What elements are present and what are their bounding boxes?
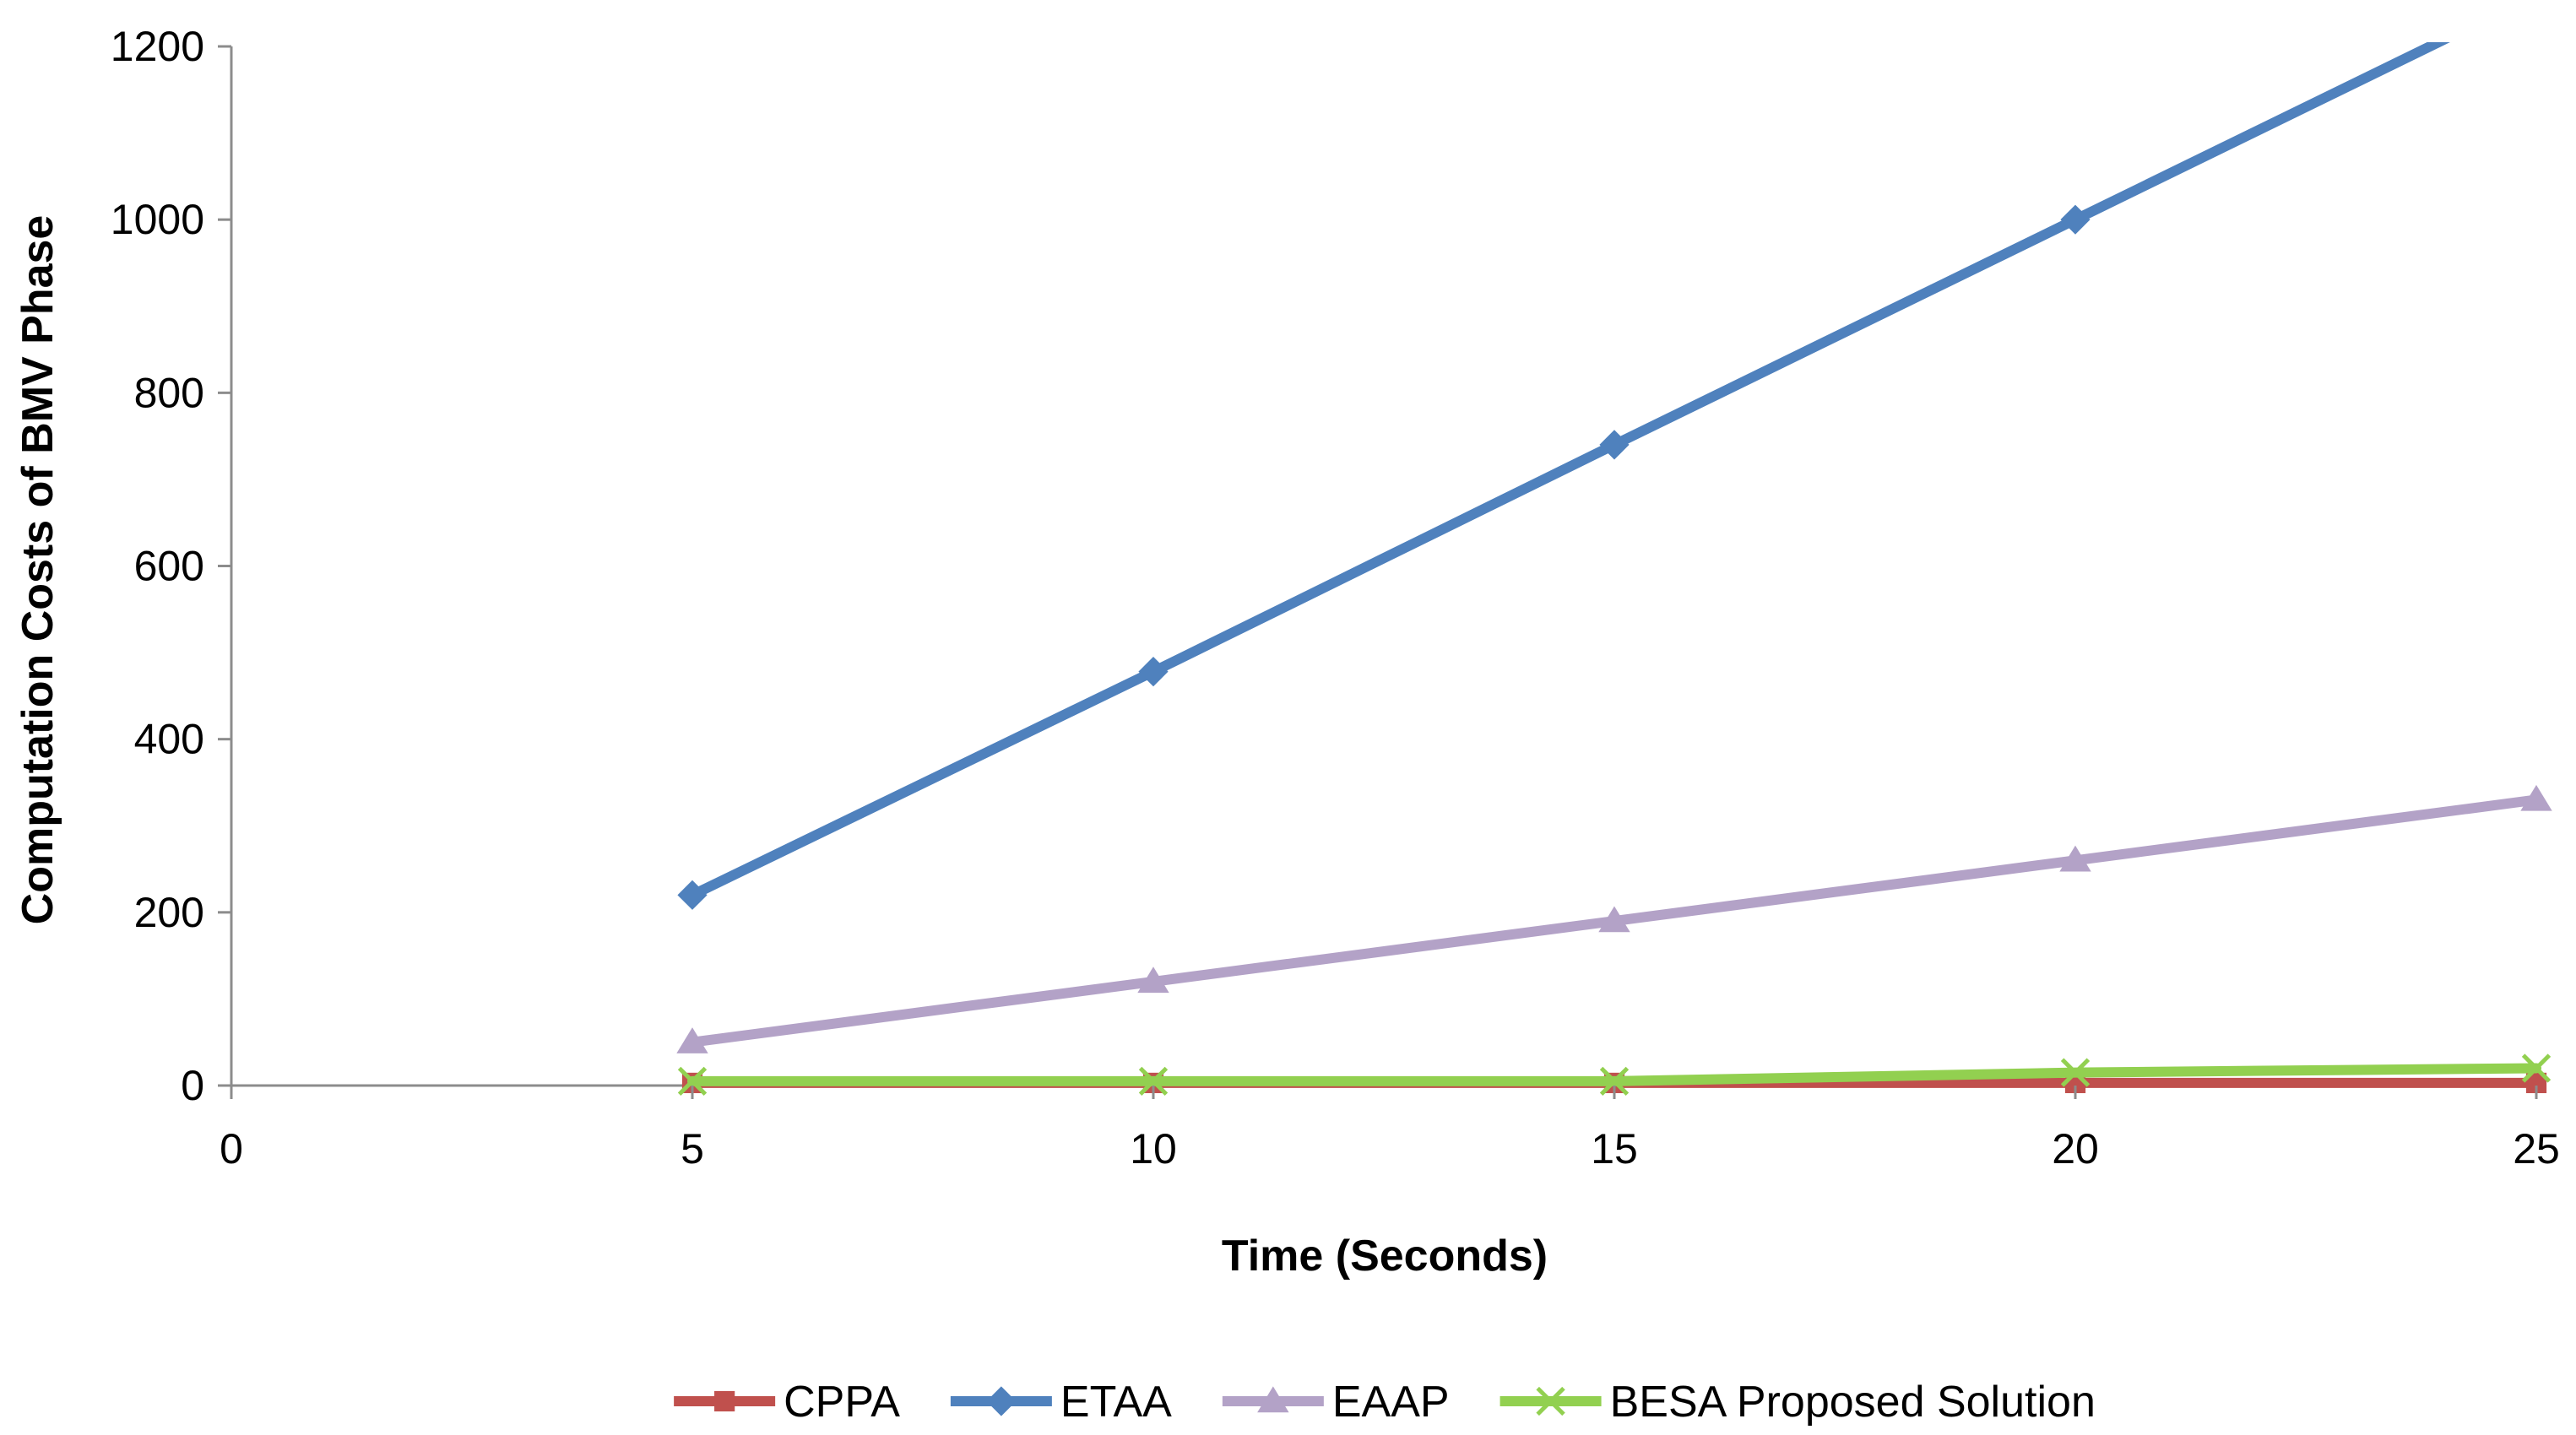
y-axis-title: Computation Costs of BMV Phase <box>14 215 62 925</box>
y-tick-label: 1000 <box>111 196 204 243</box>
data-point-eaap <box>2059 845 2091 872</box>
y-tick-label: 800 <box>134 369 204 416</box>
x-tick-label: 25 <box>2513 1125 2560 1172</box>
data-point-eaap <box>676 1027 708 1053</box>
y-tick-label: 400 <box>134 716 204 763</box>
legend: CPPA ETAA EAAP BESA Proposed Solution <box>674 1378 2096 1427</box>
legend-label: CPPA <box>784 1378 900 1427</box>
data-point-etaa <box>2521 0 2551 9</box>
data-point-eaap <box>2520 784 2552 811</box>
legend-swatch-marker <box>1257 1386 1289 1413</box>
legend-item-cppa: CPPA <box>674 1378 900 1427</box>
data-point-besa-proposed-solution <box>1599 1066 1630 1097</box>
legend-label: EAAP <box>1332 1378 1450 1427</box>
data-point-etaa <box>1138 657 1169 687</box>
x-axis-title: Time (Seconds) <box>1222 1232 1548 1281</box>
x-tick-label: 5 <box>681 1125 704 1172</box>
data-point-besa-proposed-solution <box>677 1066 708 1097</box>
x-tick-label: 0 <box>220 1125 243 1172</box>
data-point-etaa <box>2060 204 2091 235</box>
legend-item-etaa: ETAA <box>950 1378 1172 1427</box>
legend-label: ETAA <box>1060 1378 1172 1427</box>
data-point-etaa <box>1599 430 1630 460</box>
series-besa-proposed-solution <box>677 1053 2552 1097</box>
x-tick-label: 20 <box>2052 1125 2099 1172</box>
y-tick-label: 200 <box>134 889 204 936</box>
legend-item-eaap: EAAP <box>1222 1378 1450 1427</box>
data-point-besa-proposed-solution <box>2060 1058 2091 1087</box>
y-tick-label: 0 <box>181 1062 204 1109</box>
data-point-eaap <box>1137 967 1169 994</box>
data-point-etaa <box>677 880 708 910</box>
legend-swatch-marker <box>986 1386 1017 1416</box>
legend-item-besa-proposed-solution: BESA Proposed Solution <box>1500 1378 2096 1427</box>
series-eaap <box>676 784 2552 1053</box>
y-tick-label: 600 <box>134 543 204 590</box>
series-etaa <box>677 0 2551 910</box>
data-point-besa-proposed-solution <box>1138 1066 1169 1097</box>
legend-swatch-marker <box>714 1390 735 1412</box>
y-tick-label: 1200 <box>111 23 204 70</box>
legend-swatch-marker <box>1536 1386 1565 1416</box>
legend-label: BESA Proposed Solution <box>1610 1378 2096 1427</box>
data-point-besa-proposed-solution <box>2521 1053 2552 1083</box>
x-tick-label: 15 <box>1591 1125 1638 1172</box>
data-point-eaap <box>1598 906 1630 933</box>
x-tick-label: 10 <box>1130 1125 1177 1172</box>
